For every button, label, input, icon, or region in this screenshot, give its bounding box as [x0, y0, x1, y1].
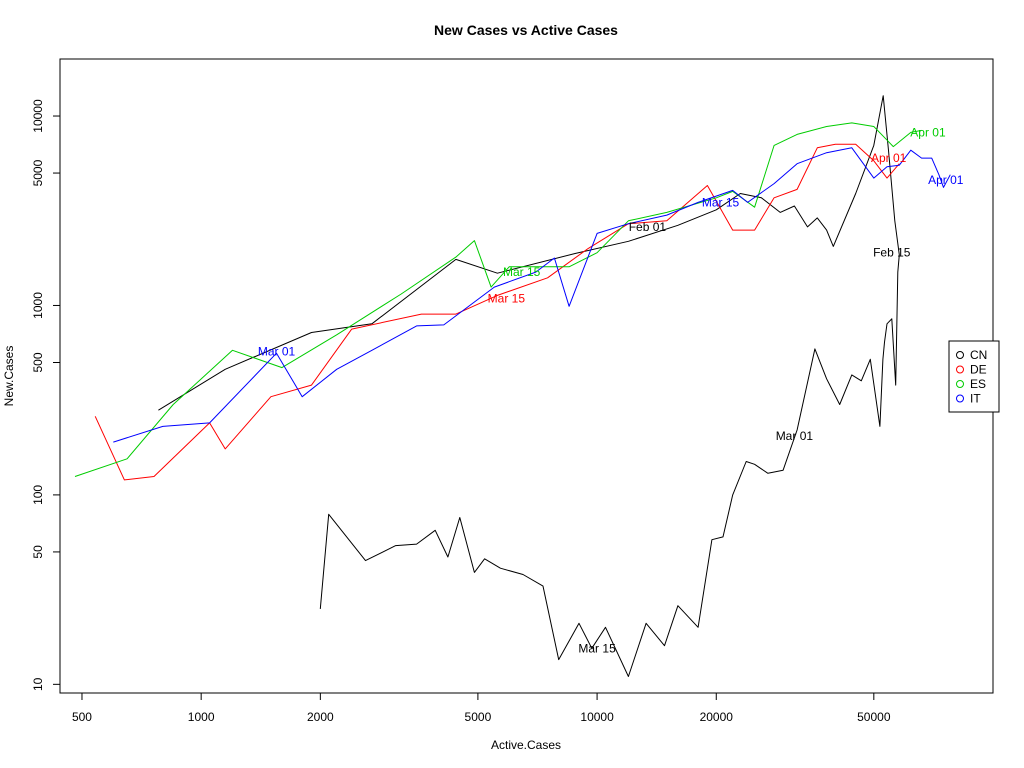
series-line-es — [74, 122, 922, 477]
legend-label-es: ES — [970, 377, 986, 391]
y-tick-label: 500 — [31, 352, 45, 372]
date-annotation: Mar 01 — [776, 429, 814, 443]
date-annotation: Mar 15 — [578, 641, 616, 655]
x-axis-label: Active.Cases — [491, 738, 561, 752]
x-axis: 500 1000 2000 5000 10000 20000 50000 — [72, 693, 891, 724]
y-tick-label: 1000 — [31, 292, 45, 319]
date-annotation: Apr 01 — [910, 125, 946, 139]
legend-label-cn: CN — [970, 348, 987, 362]
y-tick-label: 10000 — [31, 99, 45, 133]
series-line-it — [113, 147, 951, 443]
date-annotation: Mar 15 — [702, 195, 740, 209]
x-tick-label: 20000 — [700, 710, 734, 724]
series-line-cn — [158, 95, 900, 677]
date-annotation: Mar 01 — [258, 345, 296, 359]
legend-marker-de — [956, 365, 964, 374]
date-annotation: Feb 15 — [873, 246, 911, 260]
x-tick-label: 500 — [72, 710, 92, 724]
y-tick-label: 100 — [31, 485, 45, 505]
date-annotation: Apr 01 — [928, 173, 964, 187]
date-annotation: Mar 15 — [503, 265, 541, 279]
y-tick-label: 5000 — [31, 159, 45, 186]
x-tick-label: 1000 — [188, 710, 215, 724]
legend-marker-cn — [956, 351, 964, 359]
y-tick-label: 50 — [31, 545, 45, 559]
x-tick-label: 2000 — [307, 710, 334, 724]
y-axis: 10 50 100 500 1000 5000 10000 — [31, 99, 60, 691]
x-tick-label: 10000 — [580, 710, 614, 724]
y-axis-label: New.Cases — [2, 346, 16, 407]
series-line-de — [94, 143, 900, 481]
chart-title: New Cases vs Active Cases — [434, 22, 618, 38]
legend-marker-it — [956, 394, 964, 403]
y-tick-label: 10 — [31, 677, 45, 691]
date-annotation: Feb 01 — [629, 220, 667, 234]
date-annotation: Apr 01 — [871, 151, 907, 165]
x-tick-label: 50000 — [857, 710, 891, 724]
legend-label-de: DE — [970, 363, 987, 377]
series-layer — [74, 95, 951, 677]
x-tick-label: 5000 — [465, 710, 492, 724]
legend-marker-es — [956, 380, 964, 388]
legend-label-it: IT — [970, 392, 981, 406]
date-annotation: Mar 15 — [488, 291, 526, 305]
